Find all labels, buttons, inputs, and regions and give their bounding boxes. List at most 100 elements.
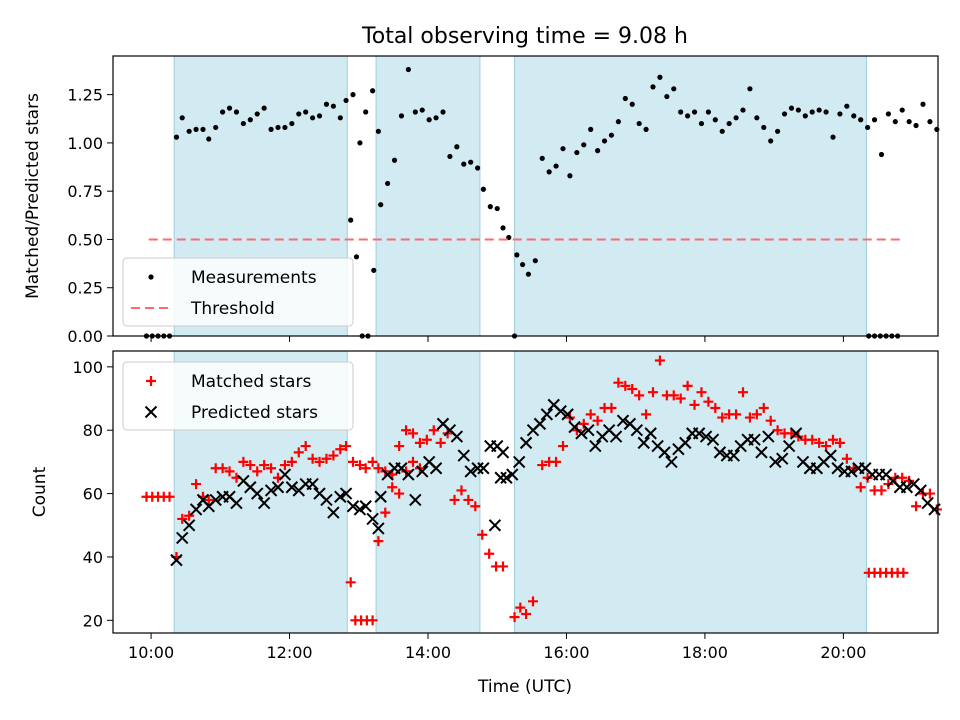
measurement-point xyxy=(809,109,815,115)
measurement-point xyxy=(539,155,545,161)
measurement-point xyxy=(795,107,801,113)
matched-star-point xyxy=(634,390,645,401)
predicted-star-point xyxy=(230,496,243,510)
predicted-star-point xyxy=(561,408,574,421)
x-axis-label: Time (UTC) xyxy=(477,677,572,697)
measurement-point xyxy=(186,128,192,134)
measurement-point xyxy=(588,126,594,132)
matched-star-point xyxy=(341,441,352,452)
predicted-star-point xyxy=(769,455,782,469)
measurement-point xyxy=(622,95,628,102)
matched-star-point xyxy=(286,456,297,467)
predicted-star-point xyxy=(346,500,360,513)
chart-title: Total observing time = 9.08 h xyxy=(361,24,688,49)
y-tick-label: 40 xyxy=(83,548,103,567)
measurement-point xyxy=(581,142,587,148)
matched-star-point xyxy=(675,393,686,404)
predicted-star-point xyxy=(762,430,775,443)
measurement-point xyxy=(636,120,642,127)
matched-star-point xyxy=(821,441,832,452)
legend-box xyxy=(122,361,354,431)
measurement-point xyxy=(494,205,500,212)
predicted-star-point xyxy=(278,468,292,481)
predicted-star-point xyxy=(320,493,333,507)
predicted-star-point xyxy=(257,496,271,510)
matched-star-point xyxy=(279,460,290,471)
bottom-panel: 20 40 60 80 100 10:00 12:00 14:00 16:00 18:00 20:… xyxy=(30,350,942,662)
measurement-point xyxy=(500,225,506,231)
measurement-point xyxy=(514,252,520,258)
predicted-star-point xyxy=(845,465,858,478)
matched-star-point xyxy=(401,425,412,436)
matched-star-point xyxy=(477,529,488,540)
matched-star-point xyxy=(696,387,707,398)
measurement-point xyxy=(823,109,829,115)
measurement-point xyxy=(643,126,649,132)
matched-star-point xyxy=(807,434,818,445)
predicted-star-point xyxy=(339,487,353,500)
measurement-point xyxy=(650,84,656,90)
measurement-point xyxy=(601,138,608,144)
legend-box xyxy=(122,257,354,327)
measurement-point xyxy=(310,115,316,121)
measurement-point xyxy=(567,173,573,179)
predicted-star-point xyxy=(789,427,803,440)
matched-star-point xyxy=(558,441,568,452)
matched-star-point xyxy=(456,485,467,496)
predicted-star-point xyxy=(366,512,379,526)
measurement-point xyxy=(595,148,601,154)
measurement-point xyxy=(254,111,260,117)
matched-star-point xyxy=(435,437,446,448)
predicted-star-point xyxy=(782,439,796,453)
measurement-point xyxy=(913,122,919,129)
measurement-point xyxy=(375,128,381,134)
bottom-panel-shaded-intervals xyxy=(173,350,867,634)
legend-label: Threshold xyxy=(190,299,275,319)
predicted-star-point xyxy=(500,471,513,484)
measurement-point xyxy=(213,124,219,131)
predicted-star-point xyxy=(900,481,914,494)
legend-plus-icon xyxy=(146,376,156,386)
top-panel-y-label: Matched/Predicted stars xyxy=(23,93,43,299)
predicted-star-point xyxy=(477,462,490,475)
matched-star-point xyxy=(682,380,693,391)
measurement-point xyxy=(858,117,864,123)
matched-star-point xyxy=(421,434,432,445)
y-tick-label: 0.75 xyxy=(67,182,103,201)
measurement-point xyxy=(363,109,369,115)
matched-star-point xyxy=(321,453,332,464)
matched-star-point xyxy=(862,472,873,483)
y-tick-label: 80 xyxy=(83,421,103,440)
measurement-point xyxy=(608,132,615,138)
measurement-point xyxy=(378,202,384,208)
y-tick-label: 20 xyxy=(83,611,103,630)
matched-star-point xyxy=(855,482,866,493)
matched-star-point xyxy=(765,415,776,426)
bottom-panel-y-label: Count xyxy=(30,466,50,517)
measurement-point xyxy=(206,136,212,142)
predicted-star-point xyxy=(554,404,567,418)
x-tick-label: 14:00 xyxy=(405,643,451,662)
y-tick-label: 0.25 xyxy=(67,279,103,298)
predicted-star-point xyxy=(457,449,470,462)
measurement-point xyxy=(802,113,808,119)
measurement-point xyxy=(698,120,705,127)
predicted-star-point xyxy=(374,490,387,503)
x-tick-label: 12:00 xyxy=(266,643,312,662)
matched-star-point xyxy=(898,567,909,578)
predicted-star-point xyxy=(699,430,713,443)
measurement-point xyxy=(788,105,795,111)
measurement-point xyxy=(719,128,725,134)
matched-star-point xyxy=(606,403,617,414)
predicted-star-point xyxy=(824,449,837,462)
measurement-point xyxy=(289,120,295,127)
matched-star-point xyxy=(828,434,838,445)
y-tick-label: 1.25 xyxy=(67,86,103,105)
predicted-star-point xyxy=(589,439,602,453)
predicted-star-point xyxy=(609,430,623,443)
measurement-point xyxy=(712,117,718,123)
matched-star-point xyxy=(414,437,425,448)
matched-star-point xyxy=(335,444,346,455)
matched-star-point xyxy=(164,491,175,502)
matched-star-point xyxy=(897,472,908,483)
